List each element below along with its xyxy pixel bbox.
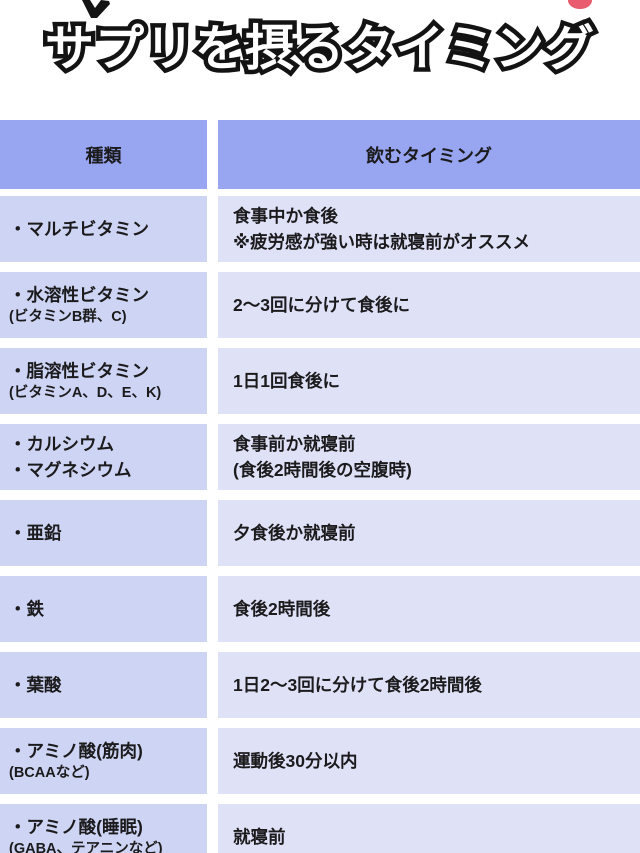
timing-line: 夕食後か就寝前	[233, 522, 356, 543]
type-line: ・マルチビタミン	[9, 218, 149, 239]
type-cell: ・アミノ酸(睡眠) (GABA、テアニンなど)	[0, 804, 207, 853]
page-title: サプリを摂るタイミング サプリを摂るタイミング	[0, 18, 640, 81]
timing-line: 食事前か就寝前	[233, 433, 356, 454]
type-cell: ・脂溶性ビタミン (ビタミンA、D、E、K)	[0, 348, 207, 414]
type-line: ・亜鉛	[9, 522, 62, 543]
timing-cell: 1日1回食後に	[218, 348, 640, 414]
timing-line: 就寝前	[233, 826, 286, 847]
timing-line: 運動後30分以内	[233, 750, 358, 771]
header-type-label: 種類	[85, 145, 122, 166]
timing-cell: 1日2〜3回に分けて食後2時間後	[218, 652, 640, 718]
page-title-text: サプリを摂るタイミング	[44, 22, 595, 76]
table-row-zinc: ・亜鉛 夕食後か就寝前	[0, 500, 640, 566]
type-subline: (GABA、テアニンなど)	[9, 841, 163, 853]
timing-cell: 夕食後か就寝前	[218, 500, 640, 566]
type-subline: (ビタミンA、D、E、K)	[9, 385, 162, 402]
type-line: ・カルシウム	[9, 433, 114, 454]
timing-cell: 就寝前	[218, 804, 640, 853]
type-line: ・葉酸	[9, 674, 62, 695]
table-row-fat-soluble-vitamin: ・脂溶性ビタミン (ビタミンA、D、E、K) 1日1回食後に	[0, 348, 640, 414]
timing-cell: 食後2時間後	[218, 576, 640, 642]
timing-line: (食後2時間後の空腹時)	[233, 460, 412, 480]
supplement-timing-table: 種類 飲むタイミング ・マルチビタミン 食事中か食後 ※疲労感が強い時は就寝前が…	[0, 120, 640, 853]
timing-line: ※疲労感が強い時は就寝前がオススメ	[233, 232, 531, 252]
timing-line: 食事中か食後	[233, 205, 338, 226]
timing-cell: 食事前か就寝前 (食後2時間後の空腹時)	[218, 424, 640, 490]
timing-cell: 2〜3回に分けて食後に	[218, 272, 640, 338]
type-line: ・アミノ酸(筋肉)	[9, 741, 143, 762]
type-line: ・脂溶性ビタミン	[9, 361, 149, 382]
table-row-amino-acid-sleep: ・アミノ酸(睡眠) (GABA、テアニンなど) 就寝前	[0, 804, 640, 853]
heart-blob-icon	[568, 0, 592, 9]
header-cell-type: 種類	[0, 120, 207, 189]
table-row-amino-acid-muscle: ・アミノ酸(筋肉) (BCAAなど) 運動後30分以内	[0, 728, 640, 794]
table-row-calcium-magnesium: ・カルシウム ・マグネシウム 食事前か就寝前 (食後2時間後の空腹時)	[0, 424, 640, 490]
timing-line: 1日1回食後に	[233, 370, 340, 391]
type-cell: ・マルチビタミン	[0, 196, 207, 262]
type-cell: ・亜鉛	[0, 500, 207, 566]
timing-line: 2〜3回に分けて食後に	[233, 294, 410, 315]
table-row-multivitamin: ・マルチビタミン 食事中か食後 ※疲労感が強い時は就寝前がオススメ	[0, 196, 640, 262]
header-cell-timing: 飲むタイミング	[218, 120, 640, 189]
timing-line: 1日2〜3回に分けて食後2時間後	[233, 674, 482, 695]
timing-cell: 食事中か食後 ※疲労感が強い時は就寝前がオススメ	[218, 196, 640, 262]
type-subline: (BCAAなど)	[9, 765, 90, 782]
type-cell: ・葉酸	[0, 652, 207, 718]
timing-cell: 運動後30分以内	[218, 728, 640, 794]
table-row-water-soluble-vitamin: ・水溶性ビタミン (ビタミンB群、C) 2〜3回に分けて食後に	[0, 272, 640, 338]
type-cell: ・水溶性ビタミン (ビタミンB群、C)	[0, 272, 207, 338]
type-line: ・マグネシウム	[9, 460, 132, 480]
type-cell: ・鉄	[0, 576, 207, 642]
table-row-folic-acid: ・葉酸 1日2〜3回に分けて食後2時間後	[0, 652, 640, 718]
type-cell: ・カルシウム ・マグネシウム	[0, 424, 207, 490]
type-subline: (ビタミンB群、C)	[9, 309, 127, 326]
doodle-mark-icon	[82, 0, 110, 18]
header-timing-label: 飲むタイミング	[366, 145, 492, 166]
timing-line: 食後2時間後	[233, 598, 331, 619]
type-line: ・鉄	[9, 598, 44, 619]
page-title-outline: サプリを摂るタイミング	[40, 18, 598, 81]
table-row-iron: ・鉄 食後2時間後	[0, 576, 640, 642]
table-header-row: 種類 飲むタイミング	[0, 120, 640, 189]
type-line: ・アミノ酸(睡眠)	[9, 817, 143, 838]
type-line: ・水溶性ビタミン	[9, 285, 149, 306]
type-cell: ・アミノ酸(筋肉) (BCAAなど)	[0, 728, 207, 794]
